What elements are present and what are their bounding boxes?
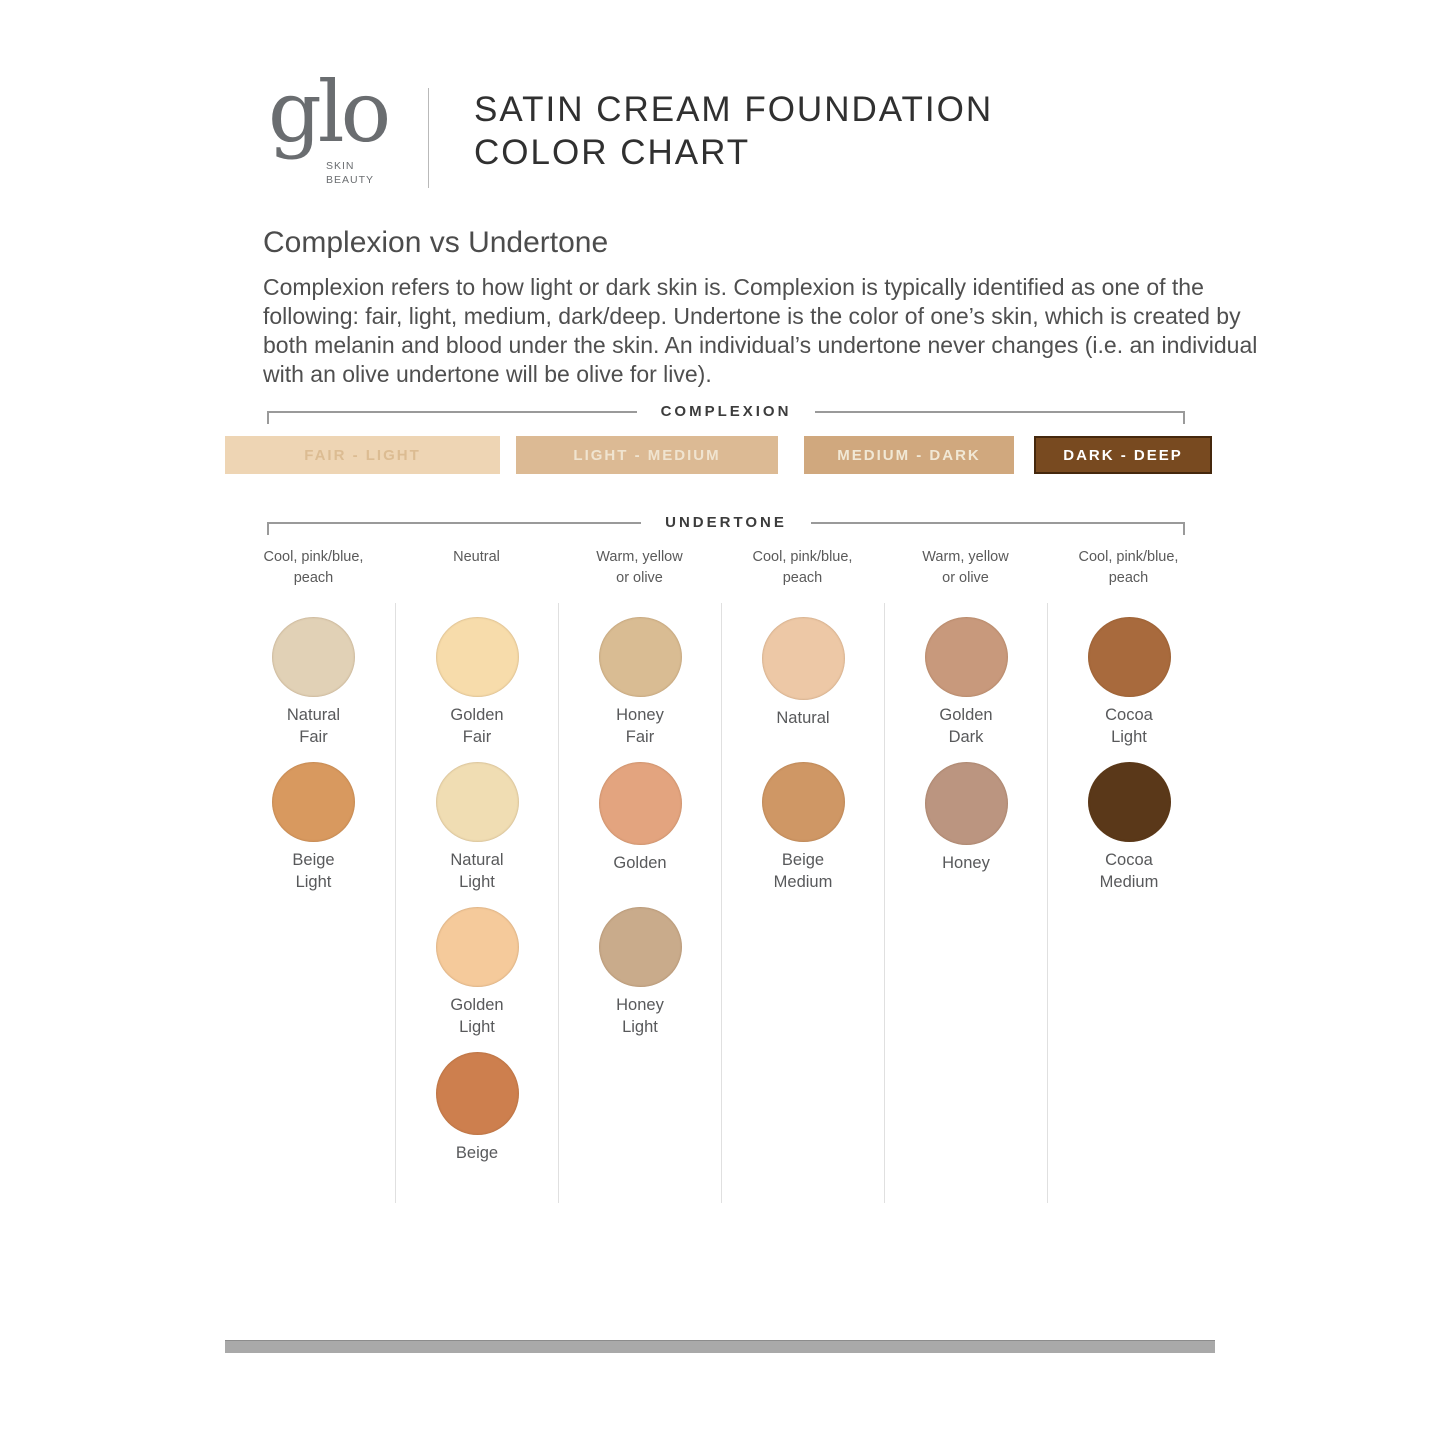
undertone-header-2: Neutral (453, 549, 500, 565)
shade-label: Honey (942, 854, 990, 873)
shade-label: Natural Fair (286, 706, 341, 746)
shade-cell: Cocoa Light (1048, 603, 1210, 748)
shade-column-3: Honey Fair Golden Honey Light (558, 603, 721, 1204)
logo-subtext: SKIN BEAUTY (326, 160, 375, 186)
header-divider-line (428, 88, 429, 188)
footer-divider-bar (225, 1340, 1215, 1353)
bracket-line-left (267, 521, 642, 535)
page-title: SATIN CREAM FOUNDATION COLOR CHART (474, 88, 993, 174)
page-title-line-1: SATIN CREAM FOUNDATION (474, 90, 994, 129)
swatch-golden-dark (924, 617, 1008, 698)
swatch-golden (598, 762, 682, 846)
shade-cell: Natural (722, 603, 884, 748)
shade-column-6: Cocoa Light Cocoa Medium (1047, 603, 1210, 1204)
shade-column-2: Golden Fair Natural Light Golden Light B… (395, 603, 558, 1204)
section-heading: Complexion vs Undertone (263, 226, 609, 259)
complexion-bracket-label: COMPLEXION (660, 403, 792, 420)
shade-cell: Beige Light (232, 748, 395, 893)
shade-swatch-grid: Natural Fair Beige Light Golden Fair Nat… (232, 603, 1210, 1204)
undertone-header-6: Cool, pink/blue, peach (1078, 549, 1179, 587)
shade-cell: Honey Fair (559, 603, 721, 748)
intro-section: Complexion vs Undertone Complexion refer… (263, 226, 1263, 389)
complexion-bar-fair-light: FAIR - LIGHT (225, 436, 500, 474)
swatch-beige-light (272, 762, 355, 843)
shade-cell: Honey Light (559, 893, 721, 1038)
shade-label: Natural (776, 709, 830, 728)
complexion-bars-row: FAIR - LIGHT LIGHT - MEDIUM MEDIUM - DAR… (225, 436, 1212, 474)
shade-label: Beige Light (292, 851, 335, 891)
complexion-bar-label: FAIR - LIGHT (304, 446, 421, 464)
swatch-natural-fair (272, 617, 355, 698)
swatch-beige-medium (761, 762, 845, 843)
shade-column-1: Natural Fair Beige Light (232, 603, 395, 1203)
swatch-honey-fair (598, 617, 682, 698)
shade-label: Beige (455, 1144, 499, 1163)
section-body-text: Complexion refers to how light or dark s… (263, 274, 1258, 387)
glo-skin-beauty-logo: glo SKIN BEAUTY (268, 68, 406, 190)
shade-cell: Beige (396, 1038, 558, 1183)
shade-label: Natural Light (450, 851, 504, 891)
swatch-cocoa-medium (1087, 762, 1171, 843)
complexion-bar-label: MEDIUM - DARK (837, 446, 981, 464)
complexion-bar-label: LIGHT - MEDIUM (573, 446, 721, 464)
swatch-beige (435, 1052, 519, 1136)
shade-cell: Golden Fair (396, 603, 558, 748)
shade-cell: Golden Light (396, 893, 558, 1038)
undertone-bracket-label: UNDERTONE (665, 514, 787, 531)
swatch-honey-light (598, 907, 682, 988)
shade-column-4: Natural Beige Medium (721, 603, 884, 1204)
undertone-header-3: Warm, yellow or olive (596, 549, 683, 587)
shade-cell: Golden (559, 748, 721, 893)
swatch-golden-light (435, 907, 519, 988)
shade-cell: Golden Dark (885, 603, 1047, 748)
swatch-cocoa-light (1087, 617, 1171, 698)
shade-label: Beige Medium (773, 851, 833, 891)
bracket-line-right (815, 410, 1185, 424)
complexion-bracket: COMPLEXION (267, 403, 1185, 424)
shade-column-5: Golden Dark Honey (884, 603, 1047, 1204)
undertone-bracket: UNDERTONE (267, 514, 1186, 535)
shade-label: Golden Dark (939, 706, 993, 746)
swatch-honey (924, 762, 1008, 846)
complexion-bar-light-medium: LIGHT - MEDIUM (516, 436, 778, 474)
shade-label: Cocoa Medium (1099, 851, 1159, 891)
undertone-header-1: Cool, pink/blue, peach (263, 549, 364, 587)
undertone-header-4: Cool, pink/blue, peach (752, 549, 853, 587)
shade-cell: Cocoa Medium (1048, 748, 1210, 893)
page-header: glo SKIN BEAUTY SATIN CREAM FOUNDATION C… (268, 68, 1445, 190)
shade-label: Cocoa Light (1105, 706, 1153, 746)
page-title-line-2: COLOR CHART (474, 133, 751, 172)
swatch-natural-light (435, 762, 519, 843)
shade-label: Honey Fair (616, 706, 664, 746)
shade-label: Golden Light (450, 996, 504, 1036)
bracket-line-right (810, 521, 1186, 535)
logo-wordmark: glo (268, 63, 391, 161)
shade-cell: Beige Medium (722, 748, 884, 893)
shade-label: Golden Fair (450, 706, 504, 746)
complexion-bar-medium-dark: MEDIUM - DARK (804, 436, 1014, 474)
shade-label: Golden (613, 854, 667, 873)
swatch-golden-fair (435, 617, 519, 698)
complexion-bar-label: DARK - DEEP (1063, 446, 1183, 464)
undertone-header-5: Warm, yellow or olive (922, 549, 1009, 587)
shade-cell: Natural Light (396, 748, 558, 893)
shade-label: Honey Light (616, 996, 664, 1036)
undertone-headers-row: Cool, pink/blue, peach Neutral Warm, yel… (232, 547, 1210, 589)
shade-cell: Natural Fair (232, 603, 395, 748)
shade-cell: Honey (885, 748, 1047, 893)
bracket-line-left (267, 410, 637, 424)
complexion-bar-dark-deep: DARK - DEEP (1034, 436, 1212, 474)
swatch-natural (761, 617, 845, 701)
